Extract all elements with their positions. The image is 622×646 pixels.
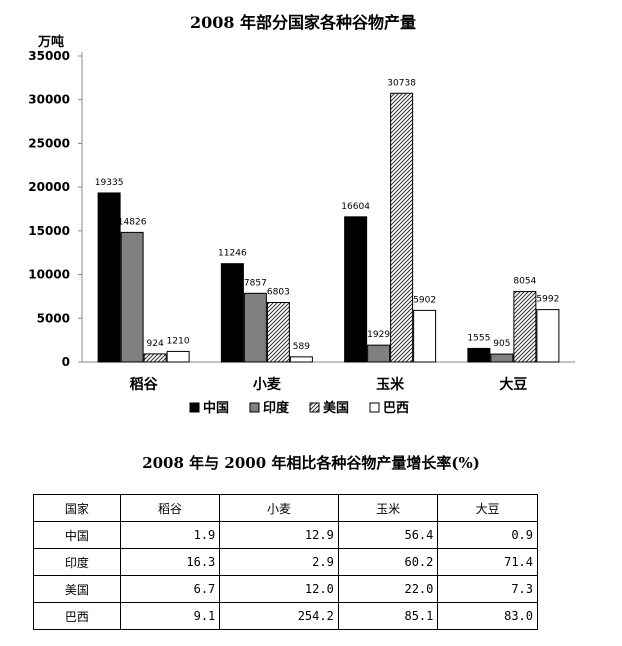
bar-value-label: 589 [293, 342, 310, 352]
bar-印度 [120, 231, 144, 363]
value-cell: 85.1 [337, 602, 439, 630]
chart-title: 2008 年部分国家各种谷物产量 [190, 13, 416, 32]
bar-value-label: 5902 [413, 295, 436, 305]
country-cell: 美国 [33, 575, 121, 603]
bar-value-label: 1210 [167, 336, 190, 346]
chart-container: 2008 年部分国家各种谷物产量 万吨 0 5000 10000 15000 20000… [28, 13, 575, 416]
value-cell: 83.0 [437, 602, 538, 630]
legend-swatch [249, 402, 260, 413]
y-tick-label: 5000 [37, 311, 70, 325]
x-tick-label: 玉米 [376, 376, 405, 393]
value-cell: 254.2 [219, 602, 339, 630]
legend-label: 印度 [263, 400, 290, 416]
header-cell: 玉米 [337, 494, 439, 522]
bar-印度 [490, 353, 514, 363]
bar-value-label: 905 [493, 339, 510, 349]
y-tick-label: 30000 [28, 93, 70, 107]
table-title: 2008 年与 2000 年相比各种谷物产量增长率(%) [142, 454, 480, 472]
y-tick-label: 35000 [28, 49, 70, 63]
value-cell: 12.0 [219, 575, 339, 603]
x-axis-labels: 稻谷 小麦 玉米 大豆 [130, 376, 528, 393]
value-cell: 16.3 [119, 548, 221, 576]
x-tick-label: 大豆 [499, 376, 527, 393]
bar-美国 [513, 291, 537, 363]
value-cell: 12.9 [219, 521, 339, 549]
bar-value-label: 14826 [118, 217, 147, 227]
growth-rate-table: 国家 稻谷 小麦 玉米 大豆 中国 1.9 12.9 56.4 0.9 印度 1… [33, 494, 538, 630]
country-cell: 中国 [33, 521, 121, 549]
bar-中国 [97, 192, 121, 363]
bar-value-label: 1929 [367, 330, 390, 340]
table-row: 印度 16.3 2.9 60.2 71.4 [33, 548, 538, 576]
bar-value-label: 924 [147, 339, 164, 349]
bar-value-label: 11246 [218, 249, 247, 259]
bar-巴西 [166, 350, 190, 363]
y-tick-label: 25000 [28, 136, 70, 150]
header-cell: 大豆 [437, 494, 538, 522]
bar-中国 [220, 263, 244, 363]
y-axis: 0 5000 10000 15000 20000 25000 30000 35000 [28, 49, 575, 369]
value-cell: 22.0 [337, 575, 439, 603]
bar-value-label: 30738 [387, 78, 416, 88]
header-cell: 国家 [33, 494, 121, 522]
bar-中国 [467, 347, 491, 363]
country-cell: 印度 [33, 548, 121, 576]
value-cell: 1.9 [119, 521, 221, 549]
bar-value-label: 8054 [513, 277, 536, 287]
bar-巴西 [289, 356, 313, 363]
legend: 中国 印度 美国 巴西 [189, 400, 409, 416]
x-tick-label: 小麦 [253, 376, 282, 393]
bar-巴西 [413, 309, 437, 363]
value-cell: 71.4 [437, 548, 538, 576]
table-header-row: 国家 稻谷 小麦 玉米 大豆 [33, 494, 538, 522]
bar-value-label: 1555 [467, 333, 490, 343]
bar-value-label: 16604 [341, 202, 370, 212]
bar-value-label: 19335 [95, 178, 124, 188]
value-cell: 60.2 [337, 548, 439, 576]
legend-label: 中国 [203, 400, 229, 416]
value-cell: 7.3 [437, 575, 538, 603]
legend-swatch [369, 402, 380, 413]
y-tick-label: 15000 [28, 224, 70, 238]
x-tick-label: 稻谷 [130, 376, 159, 393]
header-cell: 小麦 [219, 494, 339, 522]
bar-巴西 [536, 309, 560, 363]
table-row: 中国 1.9 12.9 56.4 0.9 [33, 521, 538, 549]
legend-label: 巴西 [383, 401, 409, 416]
value-cell: 9.1 [119, 602, 221, 630]
country-cell: 巴西 [33, 602, 121, 630]
header-cell: 稻谷 [119, 494, 221, 522]
bar-印度 [367, 344, 391, 363]
legend-swatch [189, 402, 200, 413]
y-tick-label: 20000 [28, 180, 70, 194]
legend-label: 美国 [323, 400, 349, 416]
value-cell: 56.4 [337, 521, 439, 549]
y-tick-label: 0 [62, 355, 70, 369]
table-row: 美国 6.7 12.0 22.0 7.3 [33, 575, 538, 603]
bar-value-label: 6803 [267, 288, 290, 298]
bar-chart: 2008 年部分国家各种谷物产量 万吨 0 5000 10000 15000 20000… [28, 13, 575, 416]
bar-印度 [243, 292, 267, 363]
bar-美国 [390, 92, 414, 363]
y-tick-label: 10000 [28, 268, 70, 282]
legend-swatch [309, 402, 320, 413]
bar-value-label: 7857 [244, 278, 267, 288]
y-axis-label: 万吨 [37, 34, 64, 50]
bar-value-label: 5992 [536, 295, 559, 305]
table-row: 巴西 9.1 254.2 85.1 83.0 [33, 602, 538, 630]
bar-美国 [143, 353, 167, 363]
bar-中国 [344, 216, 368, 363]
value-cell: 6.7 [119, 575, 221, 603]
value-cell: 2.9 [219, 548, 339, 576]
value-cell: 0.9 [437, 521, 538, 549]
bar-美国 [266, 302, 290, 363]
